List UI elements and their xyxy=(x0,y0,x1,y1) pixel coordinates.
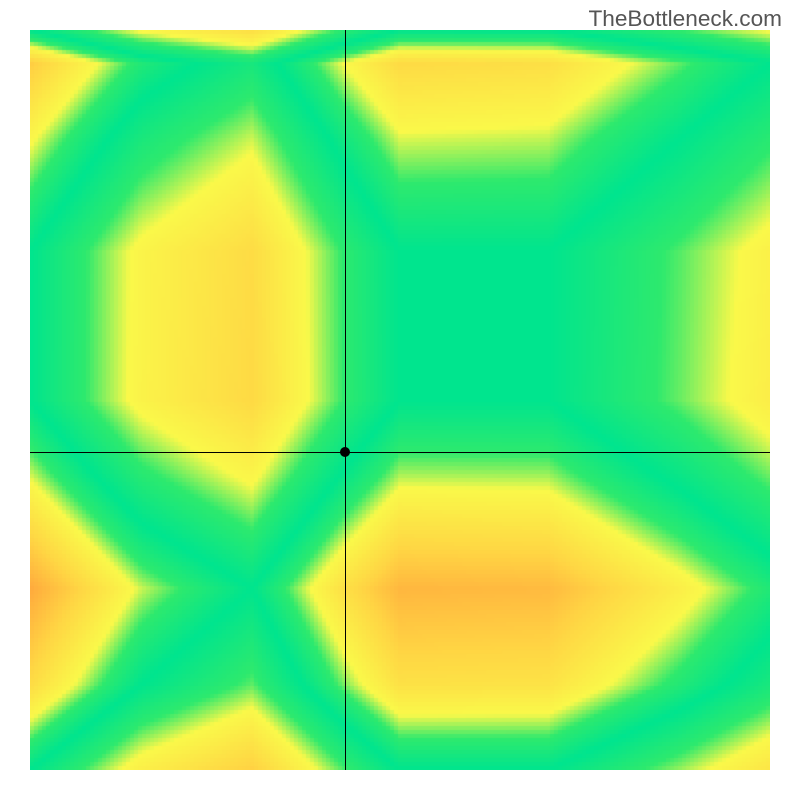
root-container: TheBottleneck.com xyxy=(0,0,800,800)
heatmap-canvas xyxy=(30,30,770,770)
watermark-text: TheBottleneck.com xyxy=(588,6,782,32)
heatmap-plot xyxy=(30,30,770,770)
